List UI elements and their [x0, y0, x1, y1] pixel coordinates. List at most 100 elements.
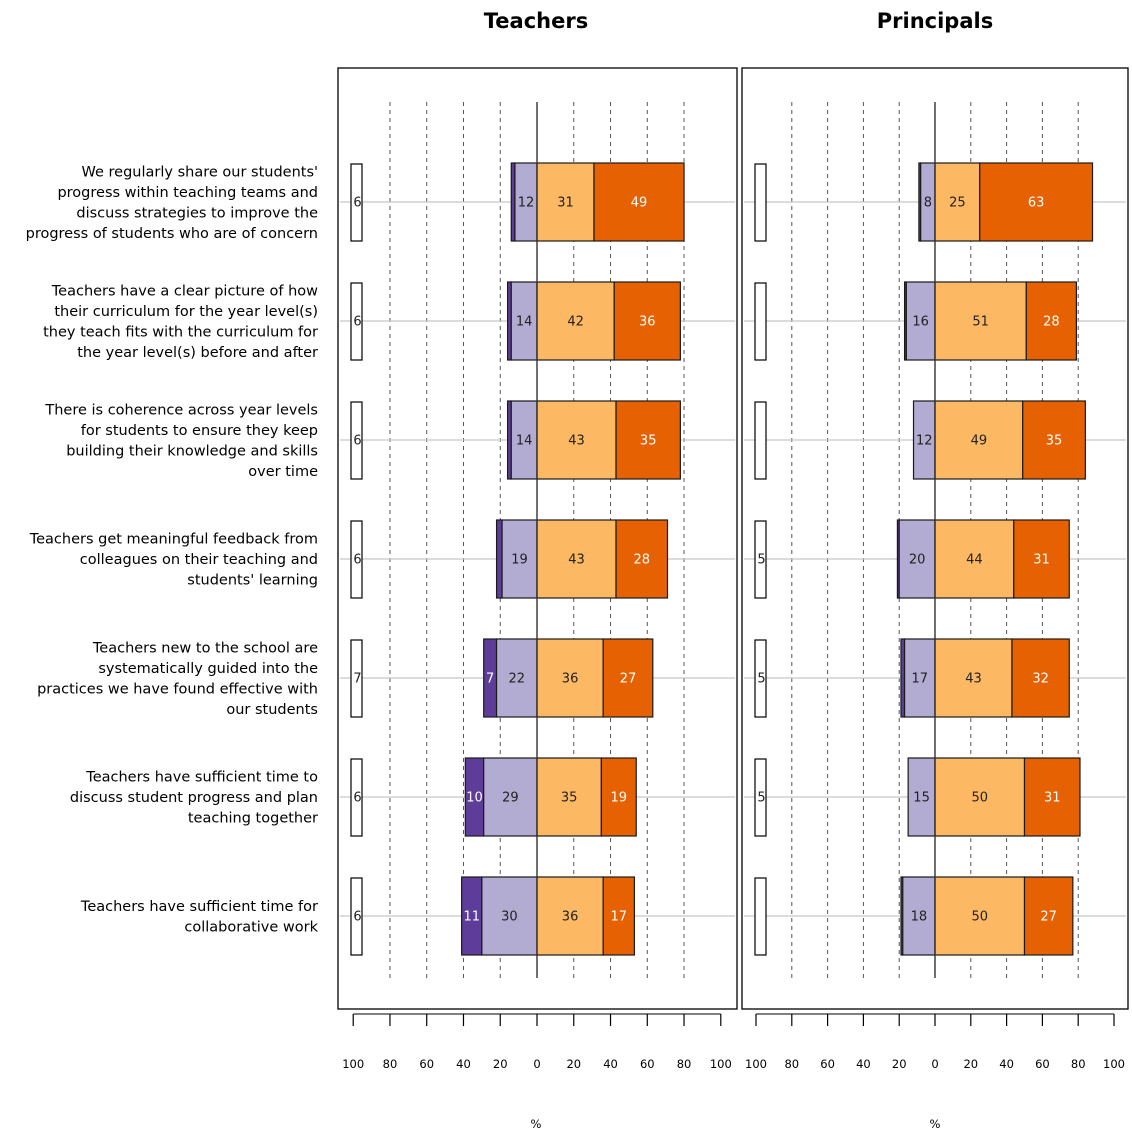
panel-principals: Principals 8 25 63 16 51 28 12 49 35 5 20 44 31 5 17 43 3… — [741, 9, 1129, 1131]
bar-strongly-agree-principals — [979, 162, 1094, 242]
bar-strongly-agree-principals — [1023, 757, 1081, 837]
data-label-agree-teachers: 31 — [557, 196, 574, 211]
row-label: progress of students who are of concern — [26, 226, 318, 242]
bar-neutral-principals — [754, 520, 767, 599]
data-label-agree-principals: 51 — [972, 315, 989, 330]
bar-agree-teachers — [536, 519, 617, 599]
bar-strongly-agree-teachers — [615, 400, 681, 480]
data-label-neutral-teachers: 6 — [353, 553, 361, 568]
data-label-agree-teachers: 43 — [568, 553, 585, 568]
row-label: collaborative work — [184, 919, 318, 935]
data-label-strongly-agree-teachers: 36 — [639, 315, 656, 330]
data-label-strongly-agree-principals: 28 — [1043, 315, 1060, 330]
panel-teachers: Teachers 6 12 31 49 6 14 42 36 6 14 43 35 6 19 43 28 7 7 22… — [337, 9, 738, 1131]
row-label: Teachers new to the school are — [92, 640, 318, 656]
data-label-strongly-agree-principals: 31 — [1044, 791, 1061, 806]
bar-disagree-teachers — [483, 757, 538, 837]
data-label-strongly-agree-principals: 63 — [1028, 196, 1045, 211]
row-label: colleagues on their teaching and — [80, 552, 318, 568]
row-label: the year level(s) before and after — [77, 345, 318, 361]
row-label: We regularly share our students' — [82, 164, 318, 180]
bar-agree-teachers — [536, 757, 602, 837]
data-label-agree-principals: 44 — [966, 553, 983, 568]
row-label: discuss strategies to improve the — [76, 205, 318, 221]
row-label: over time — [248, 464, 318, 480]
row-label: Teachers have sufficient time to — [85, 770, 318, 786]
data-label-agree-principals: 50 — [971, 791, 988, 806]
data-label-strongly-agree-principals: 32 — [1032, 672, 1049, 687]
data-label-agree-teachers: 35 — [561, 791, 578, 806]
data-label-neutral-principals: 5 — [757, 791, 765, 806]
data-label-disagree-principals: 18 — [911, 910, 928, 925]
bar-neutral-teachers — [350, 401, 363, 480]
x-tick-label-principals: 100 — [1103, 1057, 1125, 1071]
row-label: their curriculum for the year level(s) — [54, 304, 318, 320]
row-label: Teachers have a clear picture of how — [51, 283, 318, 299]
bar-agree-principals — [934, 281, 1027, 361]
data-label-disagree-teachers: 30 — [501, 910, 518, 925]
bar-agree-teachers — [536, 281, 615, 361]
bar-neutral-principals — [754, 639, 767, 718]
bar-strongly-agree-principals — [1011, 638, 1070, 718]
bar-disagree-principals — [903, 638, 936, 718]
bar-neutral-principals — [754, 282, 767, 361]
x-tick-label-principals: 100 — [745, 1057, 767, 1071]
data-label-neutral-teachers: 7 — [353, 672, 361, 687]
bar-strongly-agree-teachers — [593, 162, 685, 242]
data-label-strongly-agree-teachers: 28 — [633, 553, 650, 568]
bar-neutral-principals — [754, 401, 767, 480]
data-label-neutral-teachers: 6 — [353, 434, 361, 449]
data-label-disagree-principals: 16 — [912, 315, 929, 330]
bar-strongly-agree-teachers — [602, 876, 636, 956]
row-label: building their knowledge and skills — [66, 443, 318, 459]
row-label: for students to ensure they keep — [81, 423, 318, 439]
data-label-agree-principals: 50 — [971, 910, 988, 925]
x-tick-label-teachers: 80 — [677, 1057, 692, 1071]
row-label: There is coherence across year levels — [44, 402, 318, 418]
panel-frame-teachers — [337, 67, 738, 1010]
bar-agree-teachers — [536, 638, 604, 718]
x-tick-label-teachers: 100 — [342, 1057, 364, 1071]
x-tick-label-principals: 80 — [1071, 1057, 1086, 1071]
data-label-strongly-agree-teachers: 35 — [640, 434, 657, 449]
data-label-disagree-teachers: 29 — [502, 791, 519, 806]
bar-neutral-teachers — [350, 639, 363, 718]
data-label-agree-principals: 49 — [971, 434, 988, 449]
bar-agree-principals — [934, 757, 1026, 837]
bar-strongly-agree-teachers — [613, 281, 681, 361]
data-label-disagree-principals: 17 — [912, 672, 929, 687]
bar-strongly-agree-principals — [1025, 281, 1078, 361]
row-label: practices we have found effective with — [37, 681, 318, 697]
data-label-strongly-agree-teachers: 27 — [620, 672, 637, 687]
bar-neutral-teachers — [350, 520, 363, 599]
row-label: they teach fits with the curriculum for — [43, 324, 318, 340]
row-label: teaching together — [188, 811, 318, 827]
data-label-agree-teachers: 36 — [562, 672, 579, 687]
row-label: systematically guided into the — [98, 661, 318, 677]
row-label: Teachers get meaningful feedback from — [29, 532, 318, 548]
data-label-strongly-agree-teachers: 19 — [611, 791, 628, 806]
bar-neutral-principals — [754, 877, 767, 956]
data-label-disagree-teachers: 12 — [518, 196, 535, 211]
data-label-agree-teachers: 42 — [567, 315, 584, 330]
x-axis-title-teachers: % — [531, 1117, 542, 1131]
row-label: Teachers have sufficient time for — [80, 899, 318, 915]
bar-disagree-teachers — [510, 281, 538, 361]
x-tick-label-principals: 60 — [820, 1057, 835, 1071]
data-label-neutral-teachers: 6 — [353, 196, 361, 211]
bar-neutral-principals — [754, 163, 767, 242]
x-tick-label-principals: 40 — [856, 1057, 871, 1071]
data-label-disagree-principals: 12 — [916, 434, 933, 449]
data-label-agree-teachers: 36 — [562, 910, 579, 925]
bar-strongly-agree-principals — [1013, 519, 1070, 599]
panel-title-principals: Principals — [877, 9, 993, 33]
bar-disagree-teachers — [501, 519, 538, 599]
bar-agree-principals — [934, 876, 1026, 956]
x-tick-label-teachers: 100 — [710, 1057, 732, 1071]
bar-strongly-agree-principals — [1023, 876, 1074, 956]
row-label: discuss student progress and plan — [70, 790, 318, 806]
data-label-agree-teachers: 43 — [568, 434, 585, 449]
bar-disagree-principals — [898, 519, 936, 599]
data-label-strongly-agree-teachers: 17 — [611, 910, 628, 925]
